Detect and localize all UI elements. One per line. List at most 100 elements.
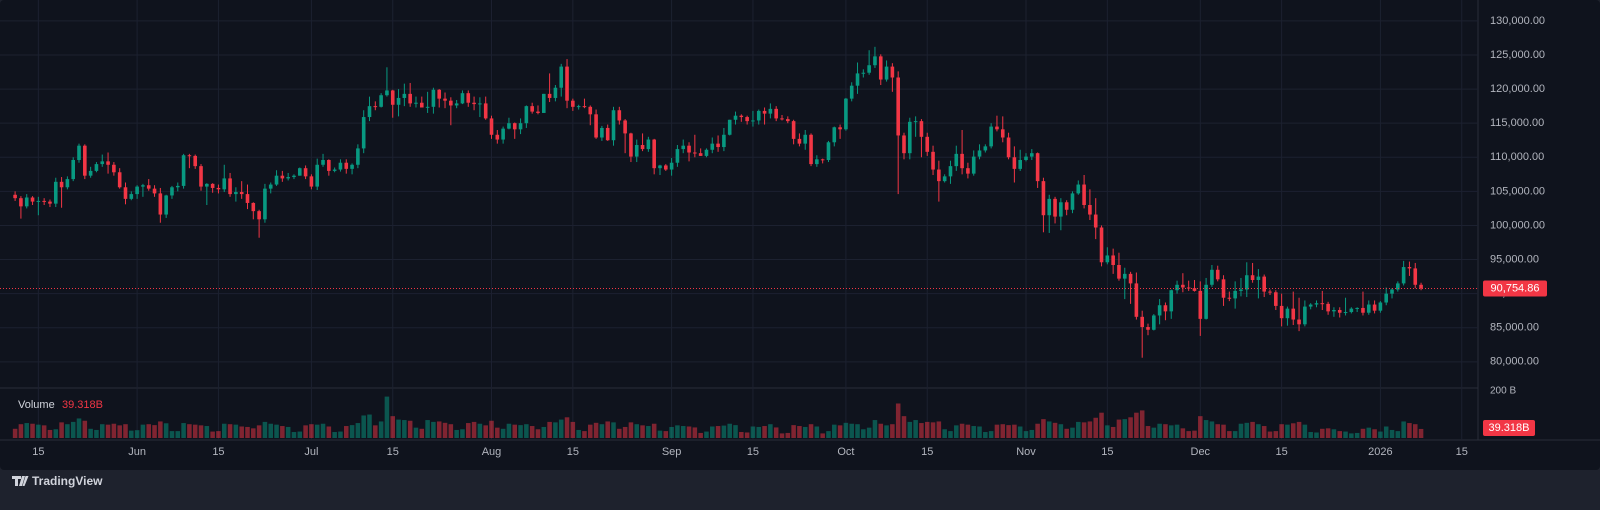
candle-body [1291,308,1296,320]
volume-bar [541,426,547,438]
volume-bar [221,423,227,438]
volume-bar [274,424,279,438]
volume-bar [1128,417,1133,438]
volume-bar [529,426,535,438]
candle-body [1210,269,1214,285]
candle-body [1401,267,1406,284]
candle-body [873,56,877,66]
candle-body [1407,267,1412,269]
volume-bar [41,425,47,438]
candle-body [350,164,354,169]
volume-bar [890,424,895,438]
volume-bar [512,424,518,438]
candle-body [1332,310,1336,312]
volume-bar [465,423,471,438]
volume-bar [1052,422,1058,438]
volume-bar [884,425,889,438]
last-price-label: 90,754.86 [1491,282,1540,294]
candle-body [576,106,581,108]
volume-bar [1116,419,1122,438]
candle-body [1082,184,1086,205]
candle-body [803,134,808,144]
volume-bar [727,423,732,438]
candle-body [431,89,436,107]
candle-body [1390,289,1394,294]
y-tick-label: 95,000.00 [1490,253,1539,265]
candle-body [478,103,482,105]
volume-bar [948,431,953,438]
volume-bar [588,424,593,438]
volume-bar [396,419,401,438]
candle-body [820,159,825,161]
candle-body [977,150,982,157]
candle-body [896,77,900,136]
candle-body [379,95,383,107]
volume-bar [18,424,24,438]
volume-bar [99,424,105,438]
candle-body [1349,308,1354,313]
candle-body [408,93,412,104]
candle-body [263,188,267,220]
candle-body [908,121,912,154]
volume-bar [239,426,244,438]
candle-body [663,165,668,170]
candle-body [1163,305,1168,312]
volume-bar [1290,423,1296,438]
candle-body [1041,181,1046,216]
candle-body [751,120,755,122]
candle-body [1372,304,1377,311]
candle-body [344,162,349,169]
candle-body [181,155,186,186]
volume-bar [1215,424,1220,438]
candle-body [1279,305,1284,319]
volume-bar [535,429,541,438]
x-tick-label: 15 [1101,446,1113,458]
volume-bar [1395,431,1401,438]
volume-bar [483,425,488,438]
volume-bar [942,429,947,438]
candle-body [768,108,773,114]
candle-body [495,134,500,140]
candle-body [594,114,598,138]
candle-body [1035,153,1040,182]
volume-bar [593,422,599,438]
volume-bar [402,420,407,438]
volume-bar [861,429,866,438]
volume-bar [785,432,791,438]
candle-body [867,65,871,73]
candle-body [1146,327,1150,330]
candle-body [356,148,360,165]
candle-body [210,183,215,188]
volume-bar [1407,423,1412,438]
volume-bar [1418,428,1424,438]
y-tick-label: 100,000.00 [1490,219,1545,231]
volume-bar [1383,426,1389,438]
volume-bar [53,429,59,438]
volume-bar [187,424,192,438]
volume-bar [373,425,378,438]
candle-body [733,115,738,120]
volume-bar [1035,423,1040,438]
candle-body [315,164,320,187]
candle-body [437,89,442,99]
volume-bar [669,426,674,438]
volume-bar [704,431,709,438]
candle-body [536,111,540,113]
volume-legend-title: Volume [18,399,55,411]
candle-body [309,176,314,187]
candle-body [1204,284,1208,319]
candle-body [1093,214,1098,228]
candle-body [164,195,168,215]
candle-body [605,127,610,141]
candle-body [268,184,273,189]
candle-body [942,176,947,182]
volume-bar [936,421,942,438]
candle-body [257,211,261,220]
y-tick-label: 110,000.00 [1490,151,1544,163]
candle-body [838,127,842,130]
x-tick-label: 15 [921,446,933,458]
volume-bar [1180,428,1186,438]
volume-bar [756,426,762,438]
brand-logo: TradingView [12,474,103,488]
volume-bar [977,426,982,438]
